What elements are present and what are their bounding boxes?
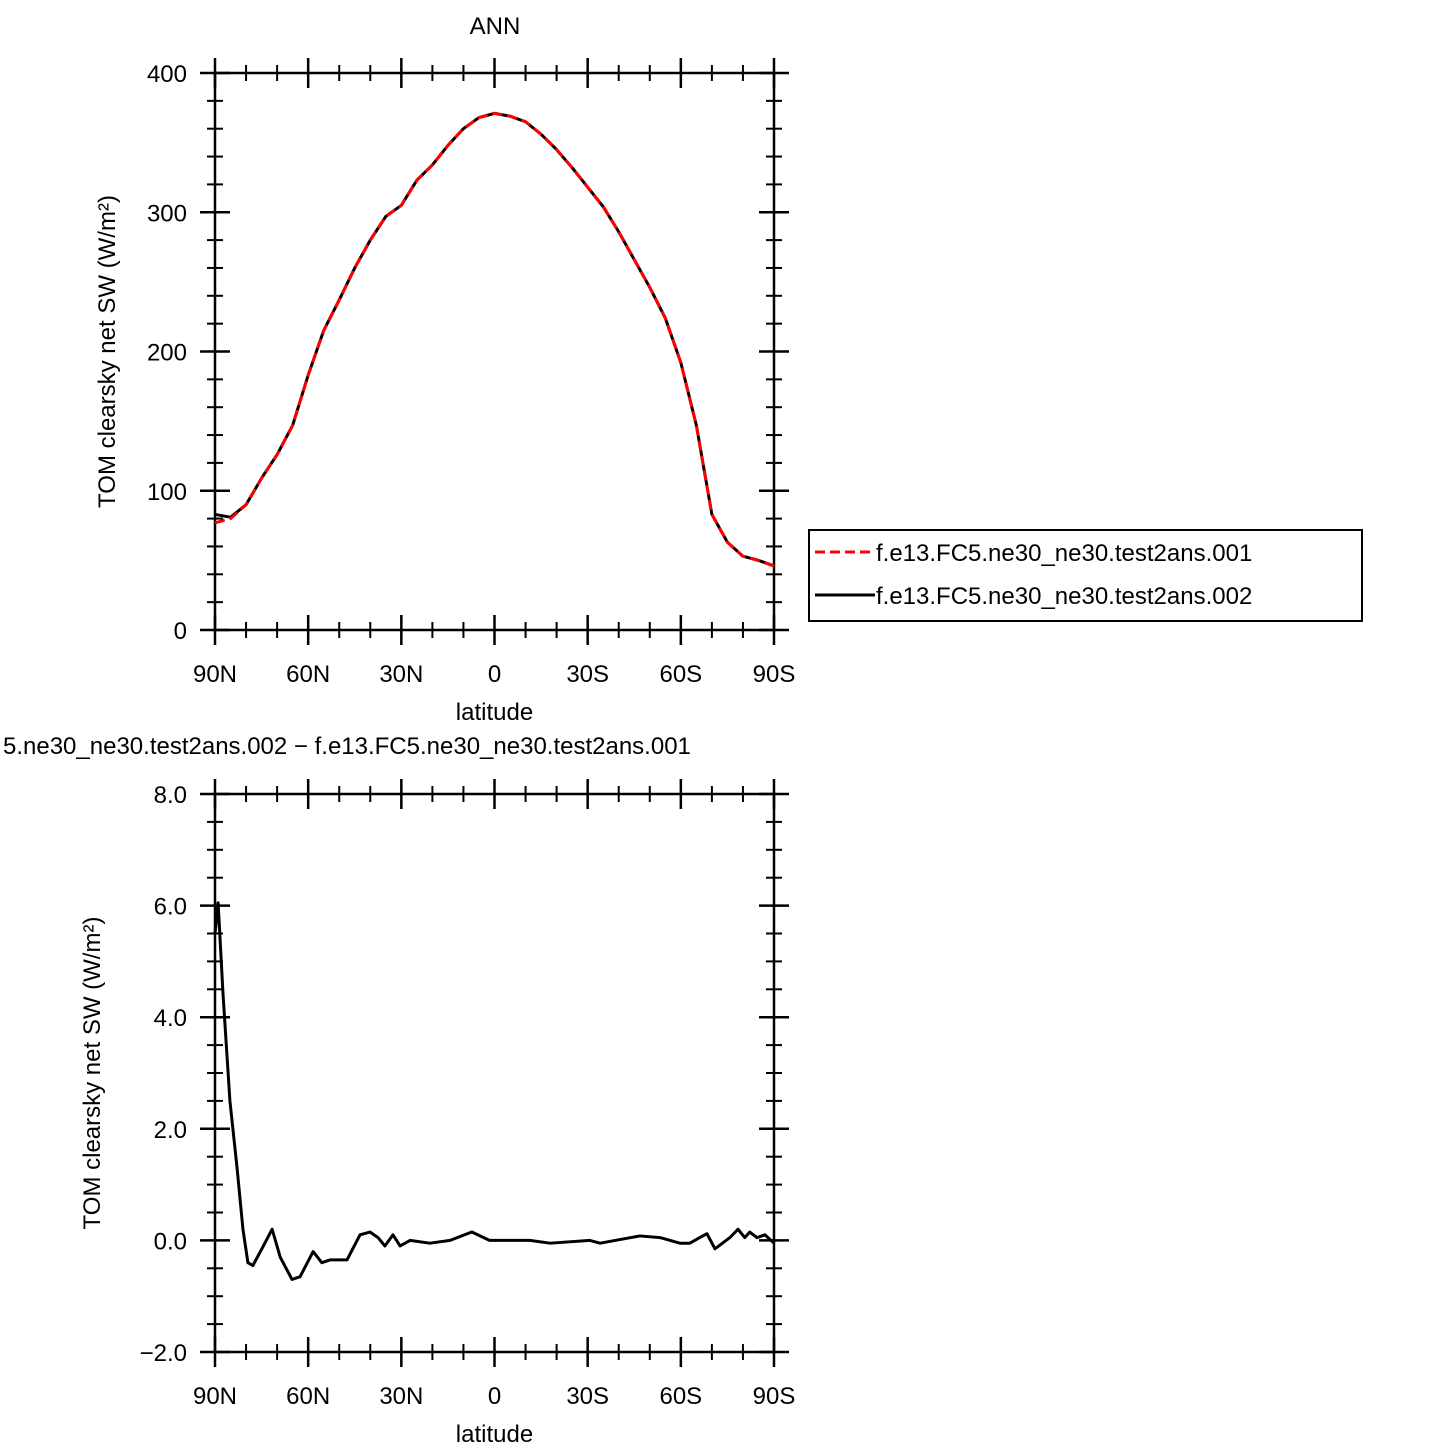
y-tick-label: 100 <box>147 479 187 506</box>
plot-frame <box>213 71 776 632</box>
chart-title: ANN <box>470 13 521 40</box>
y-tick-label: −2.0 <box>140 1340 187 1367</box>
x-tick-label: 30N <box>379 661 423 688</box>
x-tick-label: 30S <box>566 661 609 688</box>
legend-label: f.e13.FC5.ne30_ne30.test2ans.002 <box>876 583 1252 610</box>
y-axis-label: TOM clearsky net SW (W/m²) <box>94 195 121 508</box>
x-axis-label: latitude <box>456 699 533 726</box>
x-tick-label: 60N <box>286 661 330 688</box>
y-tick-label: 0.0 <box>154 1228 187 1255</box>
data-line <box>213 901 776 1281</box>
y-tick-label: 400 <box>147 61 187 88</box>
y-tick-label: 0 <box>174 618 187 645</box>
legend-label: f.e13.FC5.ne30_ne30.test2ans.001 <box>876 540 1252 567</box>
plot-frame <box>213 792 776 1354</box>
data-line <box>214 111 775 568</box>
x-tick-label: 30N <box>379 1383 423 1410</box>
y-tick-label: 200 <box>147 340 187 367</box>
legend-box <box>808 529 1363 622</box>
x-tick-label: 60S <box>659 661 702 688</box>
x-tick-label: 0 <box>488 661 501 688</box>
x-axis-label: latitude <box>456 1421 533 1448</box>
y-tick-label: 4.0 <box>154 1005 187 1032</box>
y-axis-label: TOM clearsky net SW (W/m²) <box>79 917 106 1230</box>
y-tick-label: 8.0 <box>154 782 187 809</box>
x-tick-label: 90S <box>753 1383 796 1410</box>
x-tick-label: 30S <box>566 1383 609 1410</box>
x-tick-label: 0 <box>488 1383 501 1410</box>
data-line <box>214 111 775 568</box>
y-tick-label: 2.0 <box>154 1117 187 1144</box>
x-tick-label: 90S <box>753 661 796 688</box>
x-tick-label: 90N <box>193 661 237 688</box>
x-tick-label: 60N <box>286 1383 330 1410</box>
x-tick-label: 60S <box>659 1383 702 1410</box>
x-tick-label: 90N <box>193 1383 237 1410</box>
y-tick-label: 6.0 <box>154 894 187 921</box>
y-tick-label: 300 <box>147 200 187 227</box>
chart-title: 5.ne30_ne30.test2ans.002 − f.e13.FC5.ne3… <box>3 733 691 760</box>
